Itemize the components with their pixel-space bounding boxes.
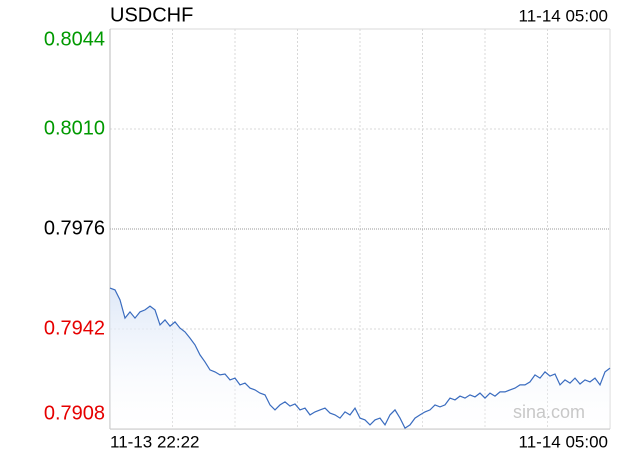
area (110, 288, 610, 429)
y-tick-label: 0.7976 (44, 217, 105, 239)
x-end-label: 11-14 05:00 (519, 432, 608, 451)
y-tick-label: 0.7908 (44, 402, 105, 424)
x-start-label: 11-13 22:22 (110, 432, 199, 451)
price-line (109, 287, 611, 429)
y-tick-label: 0.8010 (44, 117, 105, 139)
timestamp: 11-14 05:00 (519, 6, 608, 25)
chart-title: USDCHF (110, 4, 193, 26)
y-tick-label: 0.8044 (44, 28, 105, 50)
y-tick-label: 0.7942 (44, 317, 105, 339)
watermark: sina.com (513, 402, 585, 422)
